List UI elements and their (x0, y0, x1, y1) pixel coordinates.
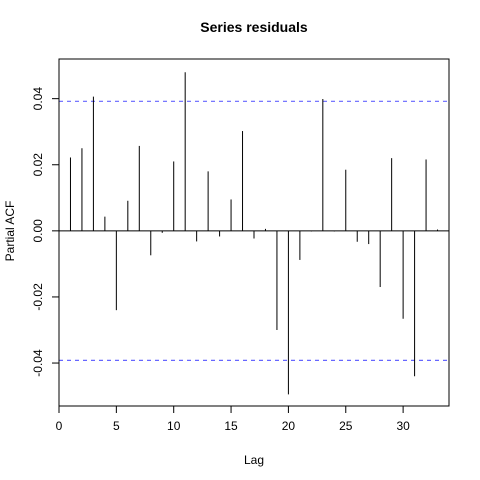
y-tick-label: -0.04 (31, 349, 45, 377)
x-tick-label: 25 (339, 419, 353, 433)
y-tick-label: 0.00 (31, 219, 45, 243)
chart-title: Series residuals (200, 19, 308, 35)
x-axis: 0 5 10 15 20 25 30 (56, 405, 410, 433)
confidence-bounds (59, 100, 449, 361)
x-tick-label: 30 (396, 419, 410, 433)
y-axis-label: Partial ACF (3, 201, 17, 262)
x-tick-label: 10 (167, 419, 181, 433)
x-tick-label: 0 (56, 419, 63, 433)
y-axis: -0.04 -0.02 0.00 0.02 0.04 (31, 87, 60, 377)
pacf-bars (69, 72, 439, 395)
y-tick-label: 0.04 (31, 87, 45, 111)
x-axis-label: Lag (244, 453, 264, 467)
x-tick-label: 20 (282, 419, 296, 433)
y-tick-label: -0.02 (31, 283, 45, 311)
y-tick-label: 0.02 (31, 153, 45, 177)
x-tick-label: 5 (113, 419, 120, 433)
x-tick-label: 15 (224, 419, 238, 433)
